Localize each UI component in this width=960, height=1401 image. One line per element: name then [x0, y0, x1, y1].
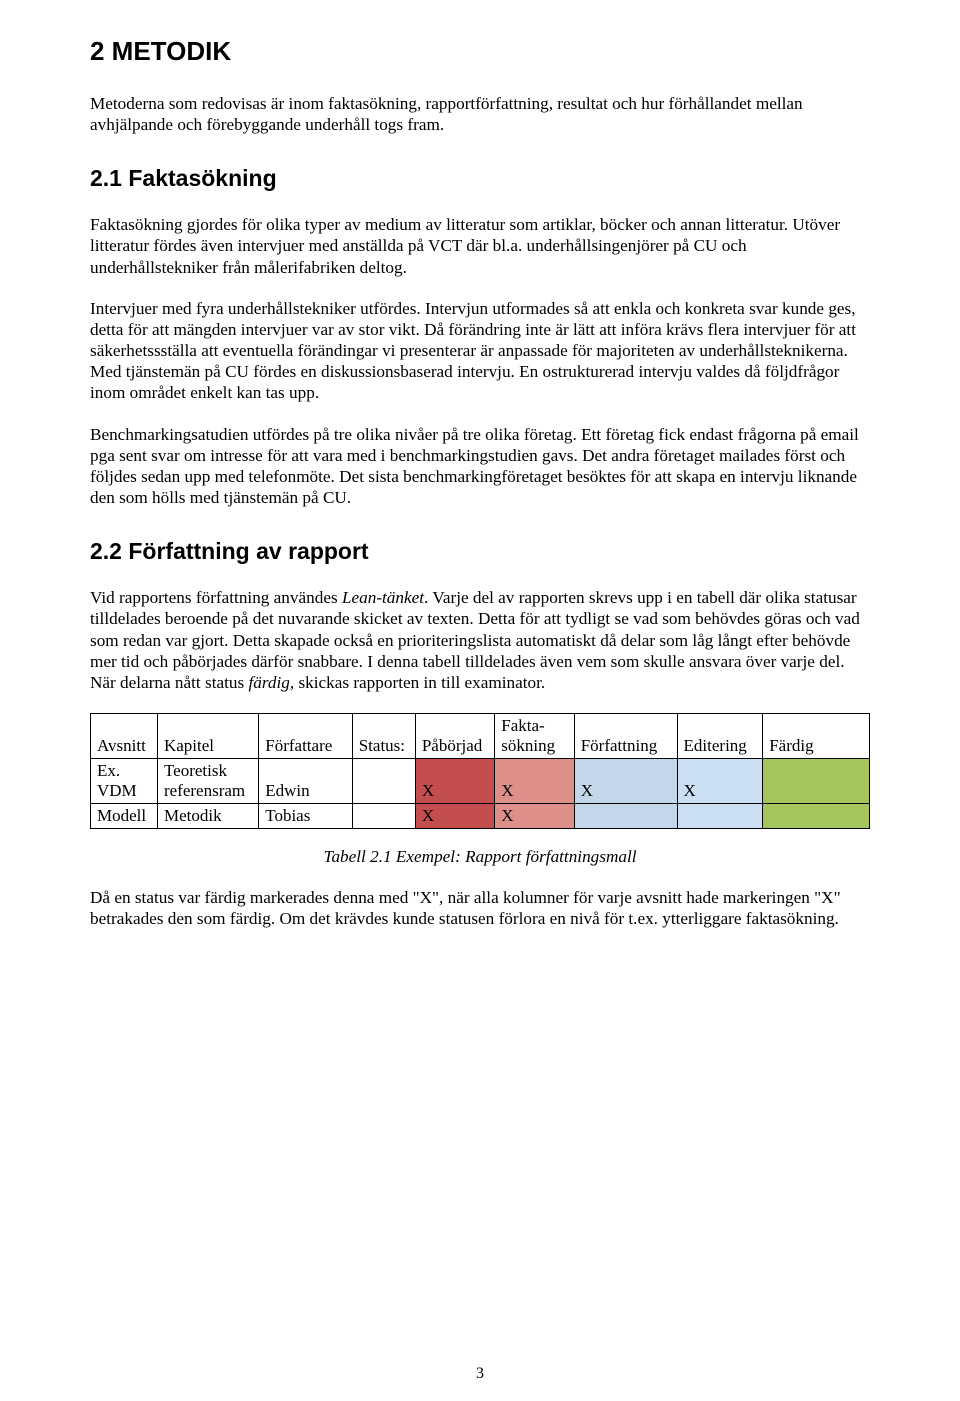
heading-forfattning: 2.2 Författning av rapport [90, 538, 870, 565]
text-run: Vid rapportens författning användes [90, 588, 342, 607]
table-row: ModellMetodikTobias XX [91, 803, 870, 828]
table-header-cell: Editering [677, 713, 763, 758]
text-italic-lean: Lean-tänket [342, 588, 424, 607]
paragraph-intro: Metoderna som redovisas är inom faktasök… [90, 93, 870, 135]
table-cell: Tobias [259, 803, 352, 828]
table-header-cell: Författning [574, 713, 677, 758]
table-cell: Ex. VDM [91, 758, 158, 803]
table-header-cell: Färdig [763, 713, 870, 758]
paragraph-forfattning: Vid rapportens författning användes Lean… [90, 587, 870, 693]
table-cell [763, 803, 870, 828]
table-cell: Teoretisk referensram [157, 758, 258, 803]
table-cell: X [415, 803, 494, 828]
table-cell: Modell [91, 803, 158, 828]
paragraph-faktasokning-3: Benchmarkingsatudien utfördes på tre oli… [90, 424, 870, 509]
table-cell: X [495, 803, 574, 828]
table-cell [352, 758, 415, 803]
table-cell [574, 803, 677, 828]
text-italic-fardig: färdig, [248, 673, 294, 692]
document-page: 2 METODIK Metoderna som redovisas är ino… [0, 0, 960, 1401]
table-cell: X [495, 758, 574, 803]
table-header-cell: Kapitel [157, 713, 258, 758]
table-caption: Tabell 2.1 Exempel: Rapport författnings… [90, 847, 870, 867]
table-cell: X [574, 758, 677, 803]
table-header-cell: Fakta-sökning [495, 713, 574, 758]
heading-metodik: 2 METODIK [90, 36, 870, 67]
table-cell [677, 803, 763, 828]
table-cell: Edwin [259, 758, 352, 803]
status-table: AvsnittKapitelFörfattareStatus:PåbörjadF… [90, 713, 870, 829]
page-number: 3 [0, 1365, 960, 1383]
table-header-cell: Avsnitt [91, 713, 158, 758]
text-run: skickas rapporten in till examinator. [294, 673, 545, 692]
paragraph-closing: Då en status var färdig markerades denna… [90, 887, 870, 929]
paragraph-faktasokning-1: Faktasökning gjordes för olika typer av … [90, 214, 870, 277]
table-header-cell: Status: [352, 713, 415, 758]
table-cell: X [415, 758, 494, 803]
table-header-cell: Påbörjad [415, 713, 494, 758]
heading-faktasokning: 2.1 Faktasökning [90, 165, 870, 192]
table-row: Ex. VDMTeoretisk referensramEdwinXXXX [91, 758, 870, 803]
table-cell [352, 803, 415, 828]
table-header-row: AvsnittKapitelFörfattareStatus:PåbörjadF… [91, 713, 870, 758]
table-cell: Metodik [157, 803, 258, 828]
table-cell: X [677, 758, 763, 803]
table-cell [763, 758, 870, 803]
paragraph-faktasokning-2: Intervjuer med fyra underhållstekniker u… [90, 298, 870, 404]
table-header-cell: Författare [259, 713, 352, 758]
